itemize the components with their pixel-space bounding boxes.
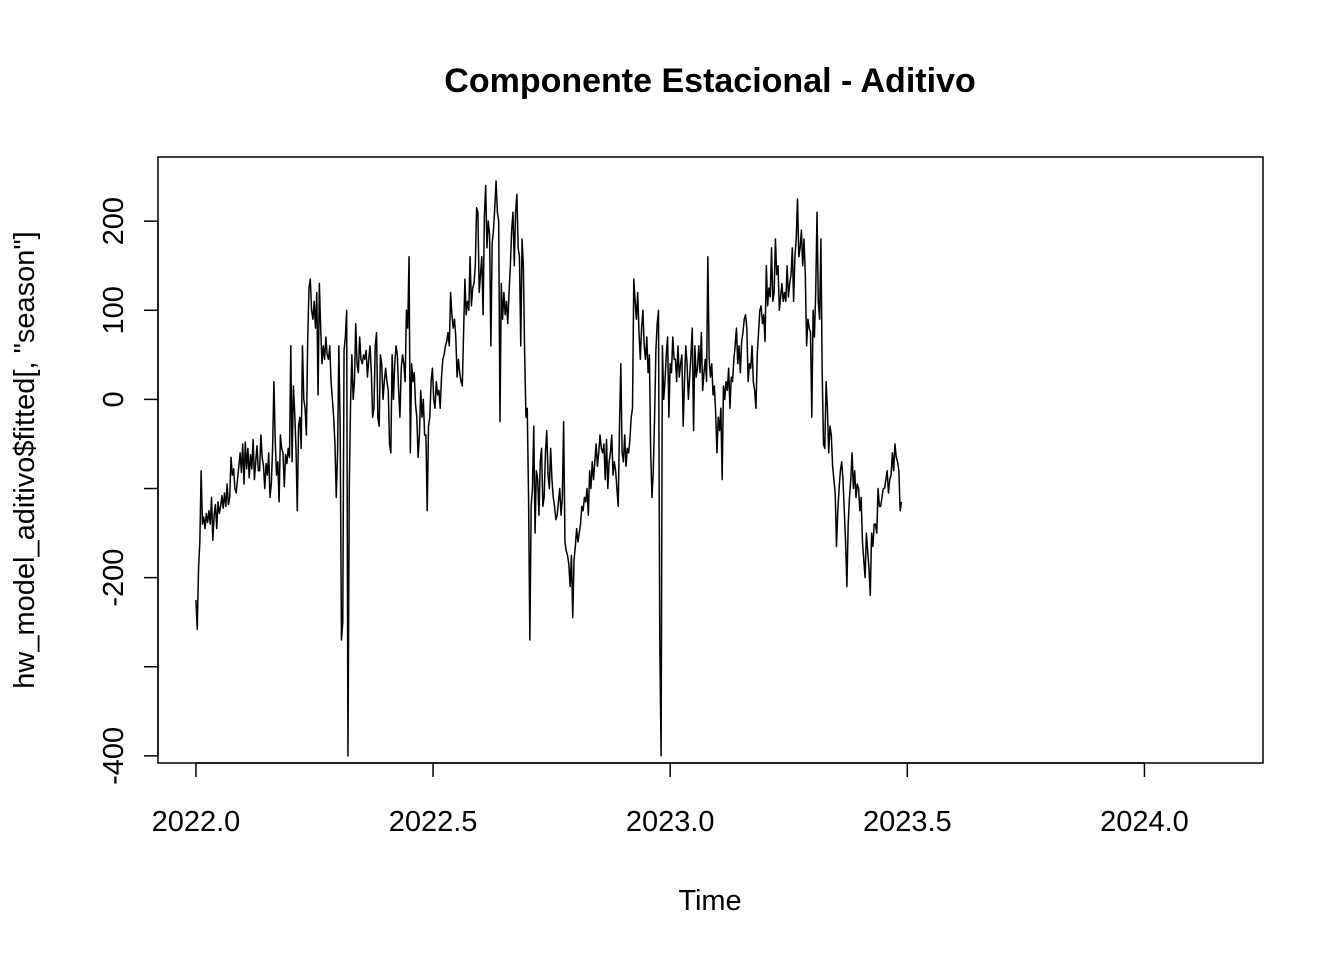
- y-tick-label: -200: [98, 549, 130, 607]
- x-axis: 2022.0 2022.5 2023.0 2023.5 2024.0: [152, 762, 1189, 838]
- y-axis-label: hw_model_aditivo$fitted[, "season"]: [9, 231, 41, 688]
- chart-title: Componente Estacional - Aditivo: [444, 62, 975, 100]
- y-tick-label: 100: [98, 286, 130, 334]
- x-tick-label: 2022.5: [389, 806, 478, 838]
- y-tick-label: 200: [98, 197, 130, 245]
- plot-box: [157, 156, 1264, 764]
- x-tick-label: 2023.0: [626, 806, 715, 838]
- season-series-line: [195, 180, 903, 757]
- y-axis: -400 -200 0 100 200: [98, 197, 159, 785]
- x-tick-label: 2024.0: [1100, 806, 1189, 838]
- x-tick-label: 2023.5: [863, 806, 952, 838]
- x-axis-label: Time: [678, 885, 741, 917]
- y-tick-label: 0: [98, 391, 130, 407]
- y-tick-label: -400: [98, 727, 130, 785]
- x-tick-label: 2022.0: [152, 806, 241, 838]
